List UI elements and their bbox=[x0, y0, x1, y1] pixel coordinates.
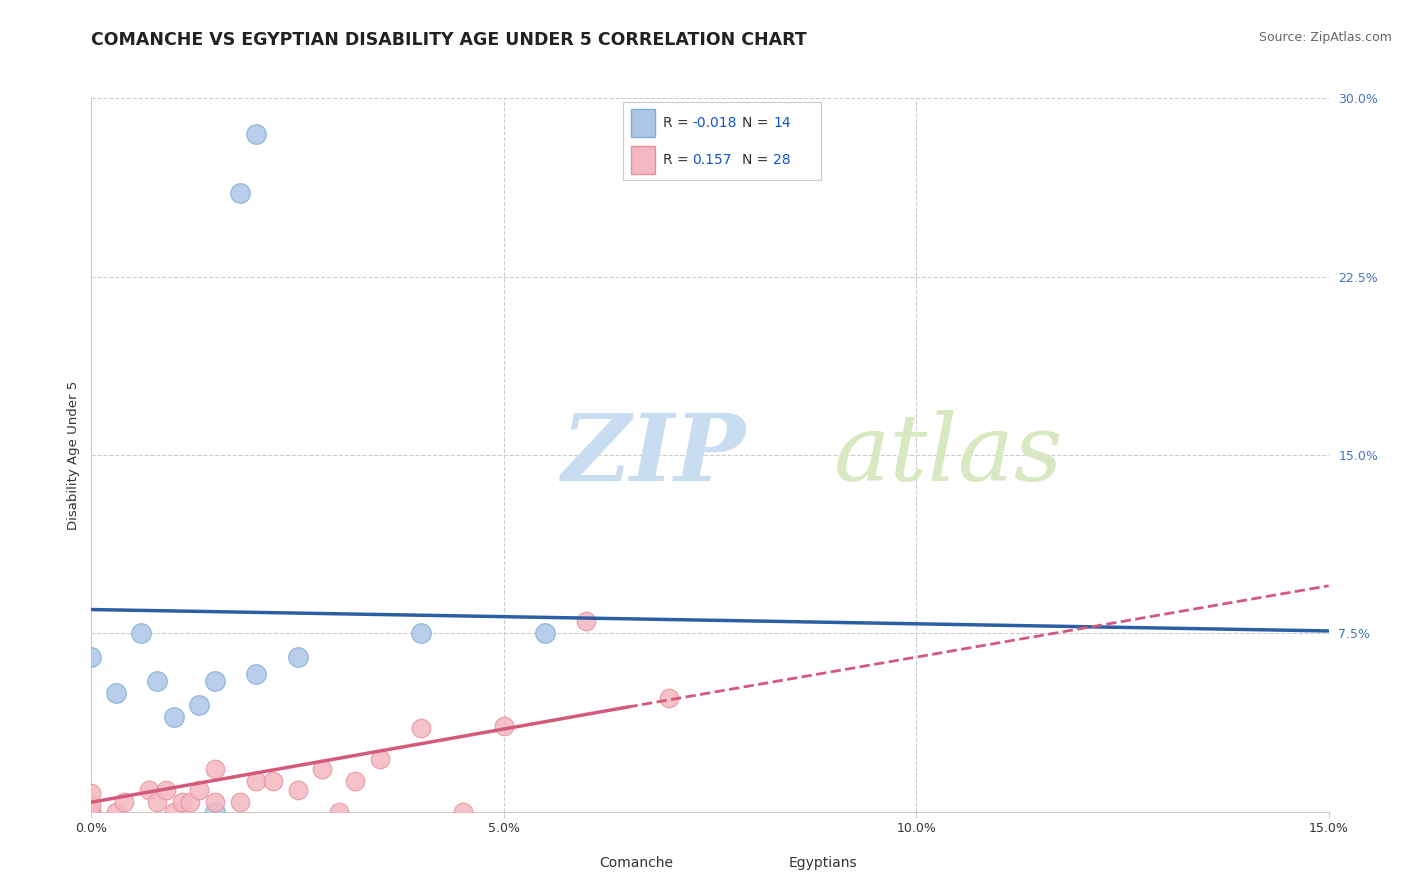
Point bbox=[411, 722, 433, 736]
Text: 14: 14 bbox=[773, 116, 792, 130]
FancyBboxPatch shape bbox=[631, 109, 655, 137]
Text: Egyptians: Egyptians bbox=[789, 855, 858, 870]
Point bbox=[187, 783, 209, 797]
Point bbox=[80, 805, 103, 819]
Point bbox=[187, 698, 209, 712]
Point bbox=[204, 673, 226, 688]
Point bbox=[80, 797, 103, 812]
Point bbox=[245, 773, 267, 788]
Point bbox=[80, 805, 103, 819]
Point bbox=[204, 805, 226, 819]
Point bbox=[411, 626, 433, 640]
Point bbox=[368, 752, 391, 766]
Point bbox=[575, 615, 598, 629]
Point bbox=[112, 795, 135, 809]
Point bbox=[129, 626, 152, 640]
Point bbox=[287, 783, 309, 797]
Text: R =: R = bbox=[662, 153, 689, 167]
Point bbox=[262, 773, 284, 788]
Point bbox=[138, 783, 160, 797]
FancyBboxPatch shape bbox=[631, 145, 655, 174]
Y-axis label: Disability Age Under 5: Disability Age Under 5 bbox=[67, 380, 80, 530]
Point bbox=[146, 795, 169, 809]
Point bbox=[172, 795, 194, 809]
Point bbox=[492, 719, 515, 733]
Point bbox=[344, 773, 367, 788]
Point bbox=[534, 626, 557, 640]
Point bbox=[80, 786, 103, 800]
Point bbox=[179, 795, 201, 809]
Point bbox=[245, 666, 267, 681]
Point bbox=[658, 690, 681, 705]
Text: 0.157: 0.157 bbox=[693, 153, 733, 167]
Point bbox=[105, 805, 128, 819]
Point bbox=[204, 762, 226, 776]
Point bbox=[163, 709, 186, 723]
Point bbox=[105, 686, 128, 700]
Point bbox=[451, 805, 474, 819]
Text: R =: R = bbox=[662, 116, 689, 130]
Point bbox=[287, 650, 309, 665]
Point bbox=[146, 673, 169, 688]
Point bbox=[229, 186, 252, 201]
Text: atlas: atlas bbox=[834, 410, 1063, 500]
Text: 28: 28 bbox=[773, 153, 792, 167]
Text: ZIP: ZIP bbox=[561, 410, 745, 500]
Point bbox=[245, 127, 267, 141]
Point bbox=[155, 783, 177, 797]
Text: Comanche: Comanche bbox=[599, 855, 673, 870]
Text: COMANCHE VS EGYPTIAN DISABILITY AGE UNDER 5 CORRELATION CHART: COMANCHE VS EGYPTIAN DISABILITY AGE UNDE… bbox=[91, 31, 807, 49]
Point bbox=[311, 762, 333, 776]
Point bbox=[163, 805, 186, 819]
Point bbox=[80, 650, 103, 665]
Text: N =: N = bbox=[742, 153, 768, 167]
Text: -0.018: -0.018 bbox=[693, 116, 737, 130]
Text: N =: N = bbox=[742, 116, 768, 130]
Point bbox=[328, 805, 350, 819]
Point bbox=[204, 795, 226, 809]
Text: Source: ZipAtlas.com: Source: ZipAtlas.com bbox=[1258, 31, 1392, 45]
Point bbox=[229, 795, 252, 809]
